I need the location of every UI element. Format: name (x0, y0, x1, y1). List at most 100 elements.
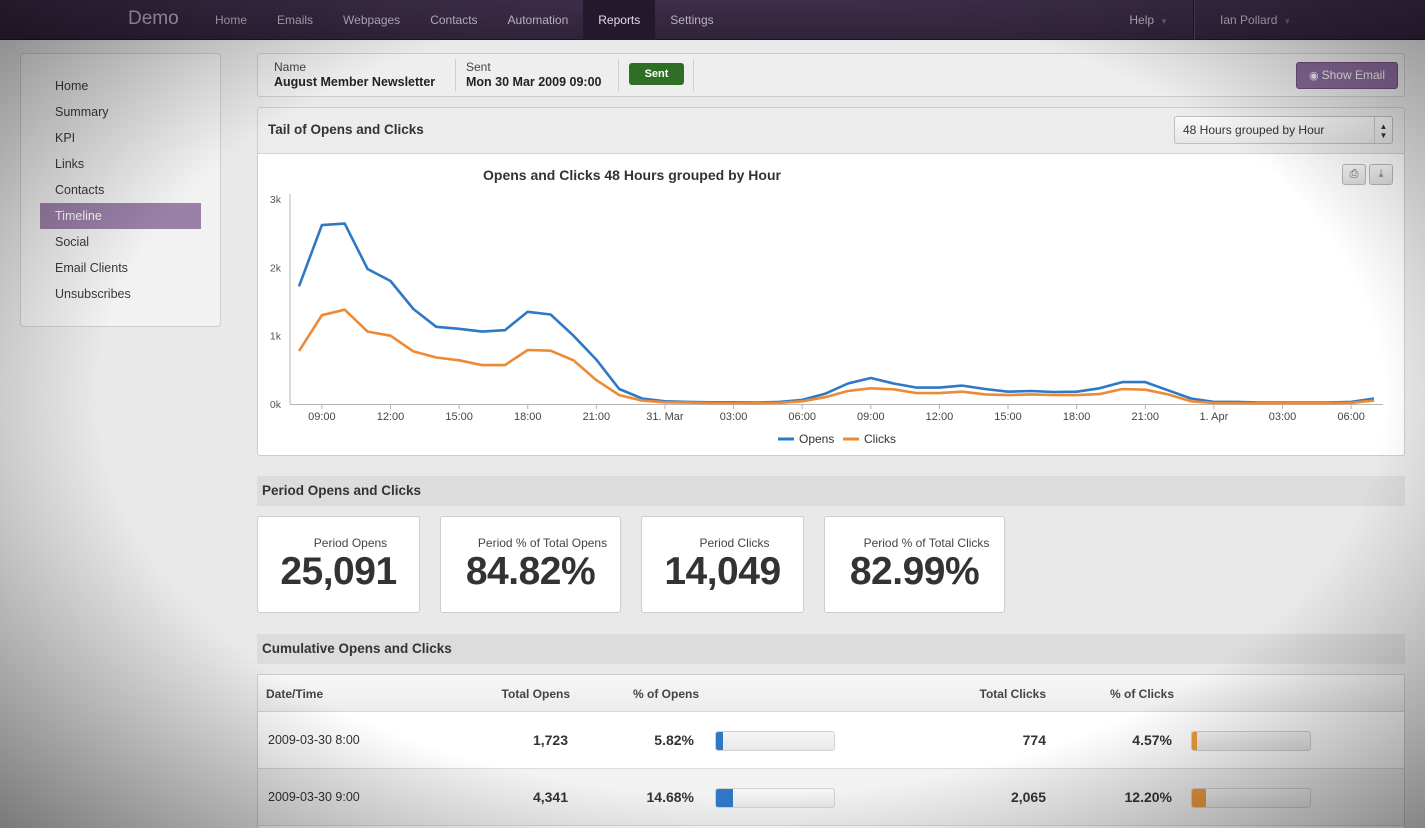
email-sent-label: Sent (466, 60, 491, 74)
col-datetime[interactable]: Date/Time (266, 687, 324, 701)
cell-total-clicks: 2,065 (1010, 789, 1046, 805)
user-menu[interactable]: Ian Pollard ▼ (1194, 0, 1425, 40)
eye-icon: ◉ (1309, 70, 1319, 82)
nav-reports[interactable]: Reports (583, 0, 656, 40)
nav-contacts[interactable]: Contacts (430, 13, 478, 27)
sidebar-item-summary[interactable]: Summary (55, 105, 109, 119)
x-tick-label: 06:00 (1337, 411, 1365, 423)
chart-panel-title: Tail of Opens and Clicks (268, 122, 424, 137)
sidebar-item-social[interactable]: Social (55, 235, 90, 249)
stat-value: 82.99% (849, 550, 980, 593)
opens-progress-bar (715, 731, 835, 751)
email-name-label: Name (274, 60, 307, 74)
chart-legend: Opens Clicks (778, 432, 896, 446)
report-sidebar: Home Summary KPI Links Contacts Timeline… (20, 53, 221, 327)
series-line-opens (297, 222, 1375, 404)
cumulative-table: Date/Time Total Opens % of Opens Total C… (257, 674, 1405, 828)
stat-value: 25,091 (280, 550, 397, 593)
divider (455, 59, 456, 91)
user-name: Ian Pollard (1220, 13, 1278, 27)
show-email-button[interactable]: ◉ Show Email (1296, 62, 1398, 89)
nav-webpages[interactable]: Webpages (343, 13, 401, 27)
cell-pct-clicks: 12.20% (1124, 789, 1172, 805)
chart-title: Opens and Clicks 48 Hours grouped by Hou… (483, 167, 781, 183)
sidebar-item-contacts[interactable]: Contacts (55, 183, 105, 197)
table-row: 2009-03-30 8:00 1,723 5.82% 774 4.57% (258, 712, 1404, 769)
grouping-select[interactable]: 48 Hours grouped by Hour ▲ ▼ (1174, 116, 1393, 144)
sidebar-item-links[interactable]: Links (55, 157, 85, 171)
sidebar-item-timeline[interactable]: Timeline (40, 203, 201, 229)
x-tick-label: 06:00 (788, 411, 816, 423)
stat-label: Period Opens (313, 536, 388, 550)
nav-settings[interactable]: Settings (670, 13, 714, 27)
nav-emails[interactable]: Emails (277, 13, 314, 27)
nav-automation[interactable]: Automation (507, 13, 569, 27)
col-total-clicks[interactable]: Total Clicks (979, 687, 1046, 701)
x-tick-label: 31. Mar (646, 411, 684, 423)
col-pct-clicks[interactable]: % of Clicks (1110, 687, 1175, 701)
status-badge: Sent (629, 63, 684, 85)
y-tick-label: 1k (270, 331, 282, 343)
col-pct-opens[interactable]: % of Opens (633, 687, 700, 701)
cell-total-opens: 4,341 (532, 789, 568, 805)
sidebar-item-unsubscribes[interactable]: Unsubscribes (55, 287, 131, 301)
x-tick-label: 18:00 (1063, 411, 1091, 423)
col-total-opens[interactable]: Total Opens (501, 687, 570, 701)
stat-card-period-clicks: Period Clicks 14,049 (641, 516, 804, 613)
top-navbar: Demo Home Emails Webpages Contacts Autom… (0, 0, 1425, 40)
sidebar-item-email-clients[interactable]: Email Clients (55, 261, 128, 275)
clicks-progress-bar (1191, 731, 1311, 751)
grouping-select-value: 48 Hours grouped by Hour (1183, 123, 1325, 137)
divider (618, 59, 619, 91)
email-sent-field: Sent Mon 30 Mar 2009 09:00 (466, 60, 602, 89)
email-name-field: Name August Member Newsletter (274, 60, 435, 89)
chart-axes: 0k 1k 2k 3k 09:00 12:00 15:00 18:00 21:00 31. Mar… (270, 194, 1383, 423)
table-header: Date/Time Total Opens % of Opens Total C… (258, 675, 1404, 712)
main-nav: Home Emails Webpages Contacts Automation… (200, 0, 729, 40)
stat-card-period-opens: Period Opens 25,091 (257, 516, 420, 613)
cumulative-section-title: Cumulative Opens and Clicks (257, 634, 1405, 664)
opens-clicks-chart: Opens and Clicks 48 Hours grouped by Hou… (270, 167, 1383, 446)
cell-datetime: 2009-03-30 8:00 (268, 733, 360, 747)
cell-total-opens: 1,723 (532, 732, 568, 748)
x-tick-label: 15:00 (445, 411, 473, 423)
email-sent-value: Mon 30 Mar 2009 09:00 (466, 75, 602, 89)
help-label: Help (1129, 13, 1155, 27)
select-arrows-icon: ▲ ▼ (1374, 117, 1392, 143)
x-tick-label: 18:00 (514, 411, 542, 423)
x-tick-label: 21:00 (583, 411, 611, 423)
opens-progress-fill (716, 732, 723, 750)
x-tick-label: 1. Apr (1200, 411, 1229, 423)
sidebar-item-kpi[interactable]: KPI (55, 131, 76, 145)
opens-progress-fill (716, 789, 734, 807)
stat-value: 84.82% (465, 550, 596, 593)
x-tick-label: 12:00 (926, 411, 954, 423)
legend-label-clicks: Clicks (864, 432, 896, 446)
period-section-title: Period Opens and Clicks (257, 476, 1405, 506)
email-summary-header: Name August Member Newsletter Sent Mon 3… (257, 53, 1405, 97)
clicks-progress-bar (1191, 788, 1311, 808)
show-email-label: Show Email (1321, 68, 1385, 82)
cell-pct-clicks: 4.57% (1132, 732, 1172, 748)
email-name-value: August Member Newsletter (274, 75, 436, 89)
brand-logo[interactable]: Demo (128, 8, 179, 29)
nav-home[interactable]: Home (215, 13, 248, 27)
tail-chart-panel: Tail of Opens and Clicks 48 Hours groupe… (257, 107, 1405, 456)
chevron-down-icon: ▼ (1160, 17, 1168, 26)
y-tick-label: 3k (270, 194, 282, 206)
legend-label-opens: Opens (799, 432, 834, 446)
x-tick-label: 21:00 (1132, 411, 1160, 423)
help-menu[interactable]: Help ▼ (1104, 0, 1194, 40)
chart-panel-header: Tail of Opens and Clicks 48 Hours groupe… (258, 108, 1404, 154)
y-tick-label: 2k (270, 262, 282, 274)
table-row: 2009-03-30 9:00 4,341 14.68% 2,065 12.20… (258, 769, 1404, 826)
stat-card-period-clicks-pct: Period % of Total Clicks 82.99% (824, 516, 1005, 613)
y-tick-label: 0k (270, 399, 282, 411)
stat-label: Period Clicks (699, 536, 770, 550)
stat-card-period-opens-pct: Period % of Total Opens 84.82% (440, 516, 621, 613)
stat-label: Period % of Total Clicks (863, 536, 990, 550)
sidebar-item-home[interactable]: Home (55, 79, 89, 93)
x-tick-label: 09:00 (308, 411, 336, 423)
divider (693, 59, 694, 91)
cell-total-clicks: 774 (1022, 732, 1046, 748)
